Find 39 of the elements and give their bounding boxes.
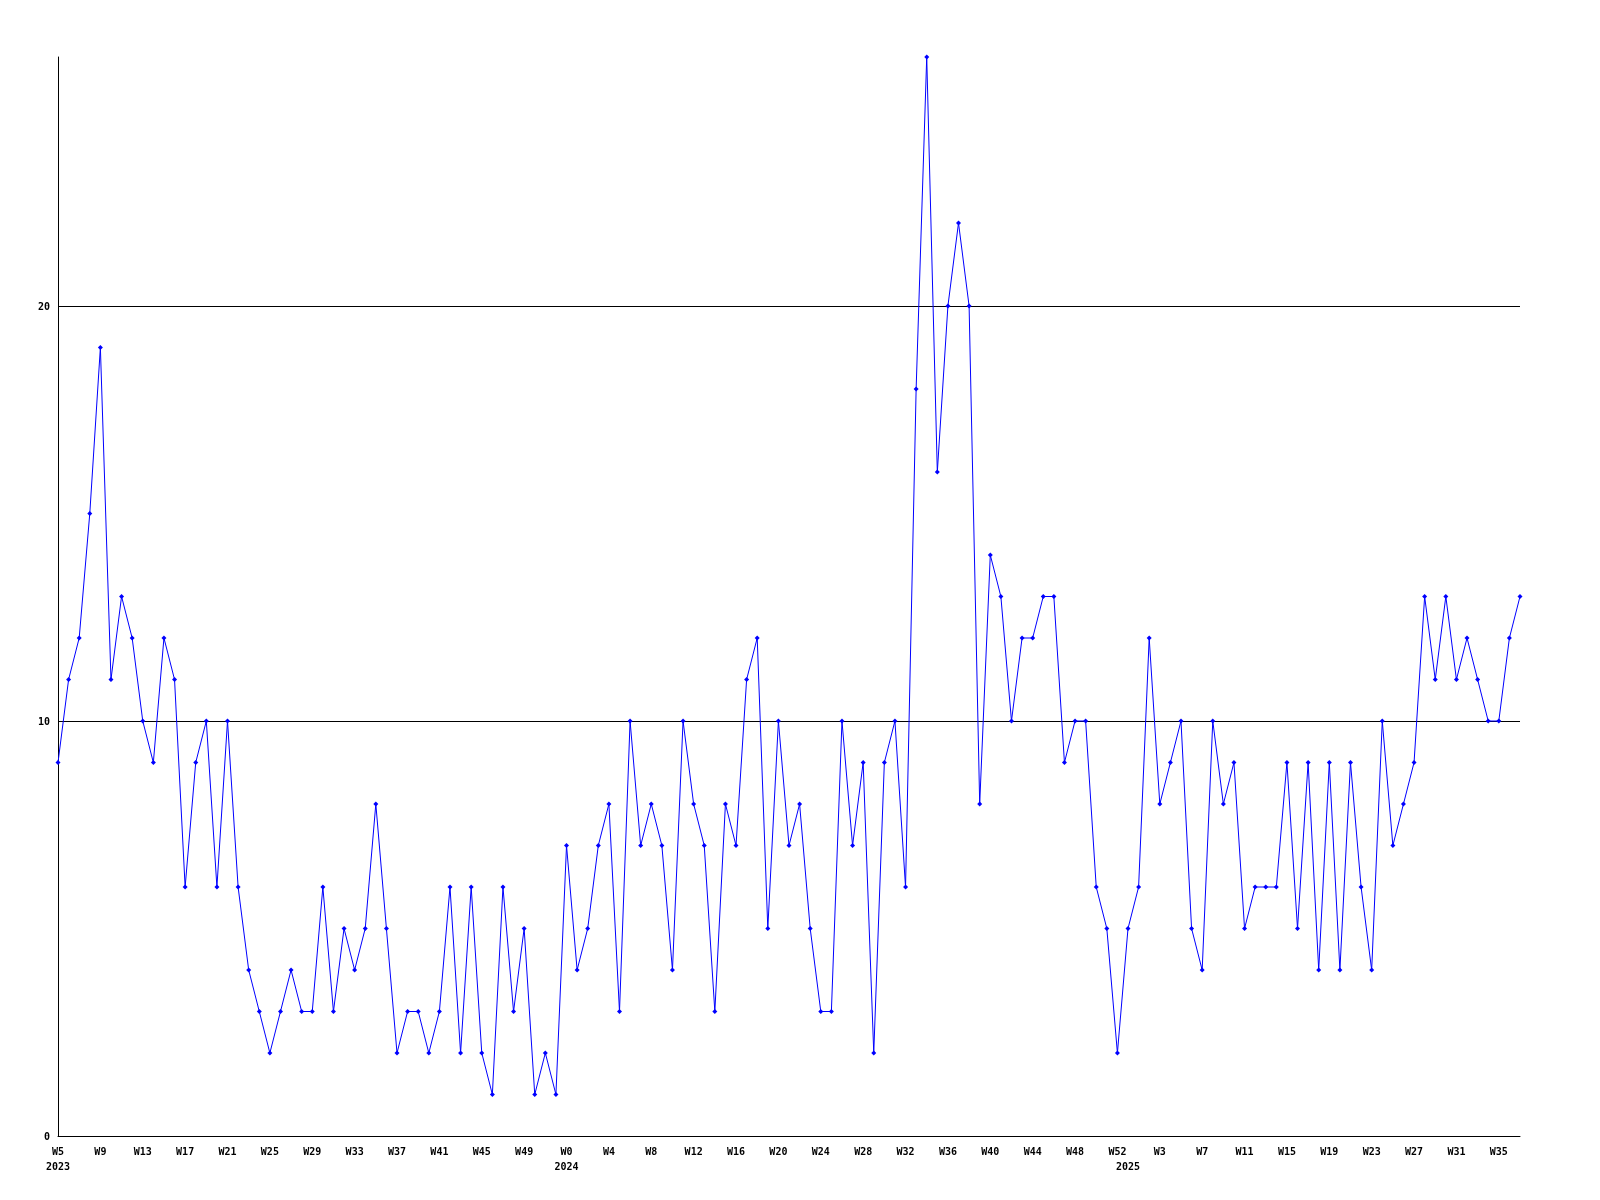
- x-tick-label: W36: [938, 1146, 957, 1157]
- x-tick-label: W5 2023: [45, 1146, 71, 1172]
- x-tick-label: W15: [1277, 1146, 1296, 1157]
- x-tick-label: W3: [1153, 1146, 1166, 1157]
- x-tick-label: W45: [472, 1146, 491, 1157]
- x-tick-label: W12: [684, 1146, 703, 1157]
- x-tick-label: W25: [260, 1146, 279, 1157]
- x-tick-label: W27: [1405, 1146, 1424, 1157]
- x-tick-label: W52: [1108, 1146, 1127, 1157]
- x-tick-label: W35: [1489, 1146, 1508, 1157]
- x-tick-label: W11: [1235, 1146, 1254, 1157]
- x-tick-label: W41: [430, 1146, 449, 1157]
- x-tick-label: W7: [1196, 1146, 1209, 1157]
- x-tick-label: W44: [1023, 1146, 1042, 1157]
- x-tick-label: W21: [218, 1146, 237, 1157]
- y-tick-label: 10: [37, 715, 50, 727]
- y-tick-label: 20: [37, 300, 50, 312]
- x-tick-label: W33: [345, 1146, 364, 1157]
- x-tick-label: W9: [94, 1146, 107, 1157]
- x-tick-label: W19: [1320, 1146, 1339, 1157]
- x-tick-label: W16: [727, 1146, 746, 1157]
- x-tick-label: W40: [981, 1146, 1000, 1157]
- x-tick-label: W20: [769, 1146, 788, 1157]
- x-tick-label: 2025: [1115, 1161, 1141, 1172]
- y-tick-label: 0: [43, 1130, 50, 1142]
- x-tick-label: W0 2024: [554, 1146, 579, 1172]
- x-tick-label: W37: [387, 1146, 407, 1157]
- x-tick-label: W8: [645, 1146, 658, 1157]
- x-tick-label: W13: [133, 1146, 152, 1157]
- x-tick-label: W48: [1066, 1146, 1085, 1157]
- x-tick-label: W28: [854, 1146, 873, 1157]
- x-tick-label: W31: [1447, 1146, 1466, 1157]
- x-tick-label: W24: [811, 1146, 830, 1157]
- x-tick-label: W32: [896, 1146, 915, 1157]
- x-tick-label: W29: [303, 1146, 322, 1157]
- x-tick-label: W17: [176, 1146, 195, 1157]
- x-tick-label: W49: [515, 1146, 534, 1157]
- x-tick-label: W4: [602, 1146, 615, 1157]
- x-tick-label: W23: [1362, 1146, 1381, 1157]
